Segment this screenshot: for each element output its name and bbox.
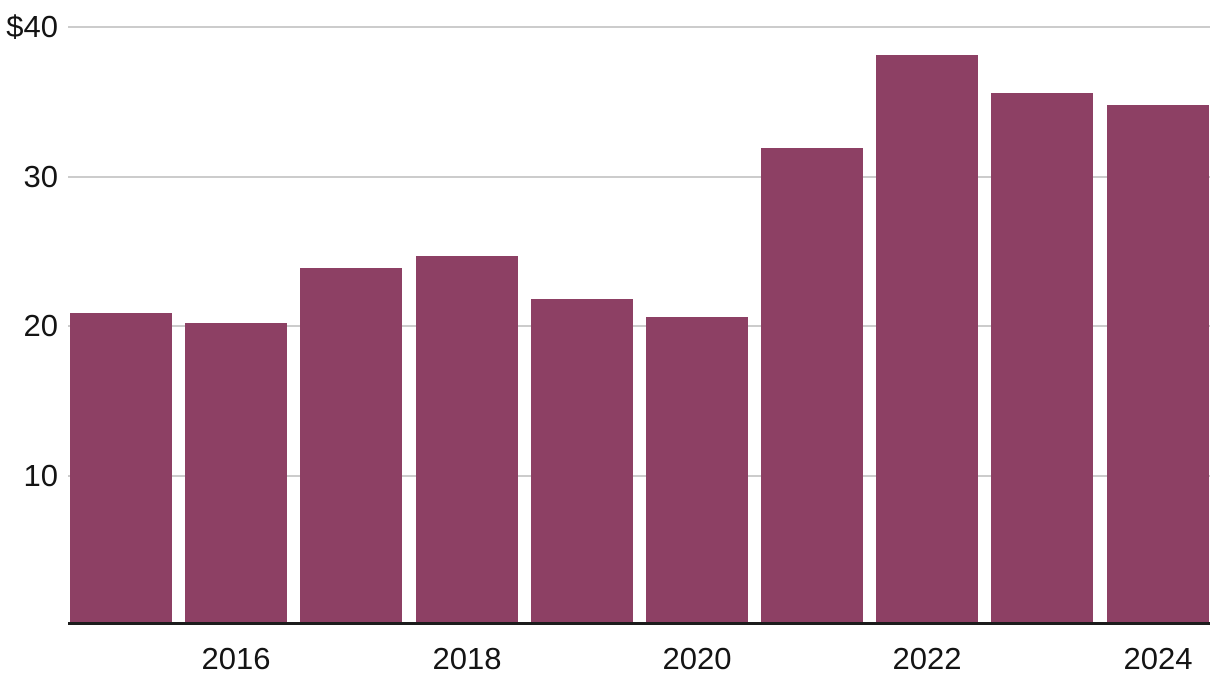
bar-2022	[876, 55, 978, 625]
x-tick-label: 2020	[662, 641, 732, 676]
bar-2021	[761, 148, 863, 625]
bar-2015	[70, 312, 172, 625]
bar-2023	[991, 92, 1093, 625]
x-tick-label: 2022	[892, 641, 962, 676]
gridline	[68, 175, 1210, 178]
bar-2024	[1107, 104, 1209, 625]
y-tick-label: 30	[23, 158, 58, 194]
bar-2019	[531, 299, 633, 625]
x-tick-label: 2016	[201, 641, 271, 676]
bar-2020	[646, 317, 748, 625]
x-tick-label: 2024	[1123, 641, 1193, 676]
y-tick-label: 20	[23, 308, 58, 343]
y-tick-label: 10	[23, 457, 58, 493]
bar-2018	[416, 255, 518, 625]
gridline	[68, 26, 1210, 28]
x-axis-line	[68, 622, 1210, 625]
gridline	[68, 474, 1210, 477]
bar-2017	[300, 267, 402, 625]
x-tick-label: 2018	[432, 641, 502, 676]
y-tick-label: $40	[6, 9, 58, 44]
bar-2016	[185, 323, 287, 625]
gridline	[68, 325, 1210, 327]
